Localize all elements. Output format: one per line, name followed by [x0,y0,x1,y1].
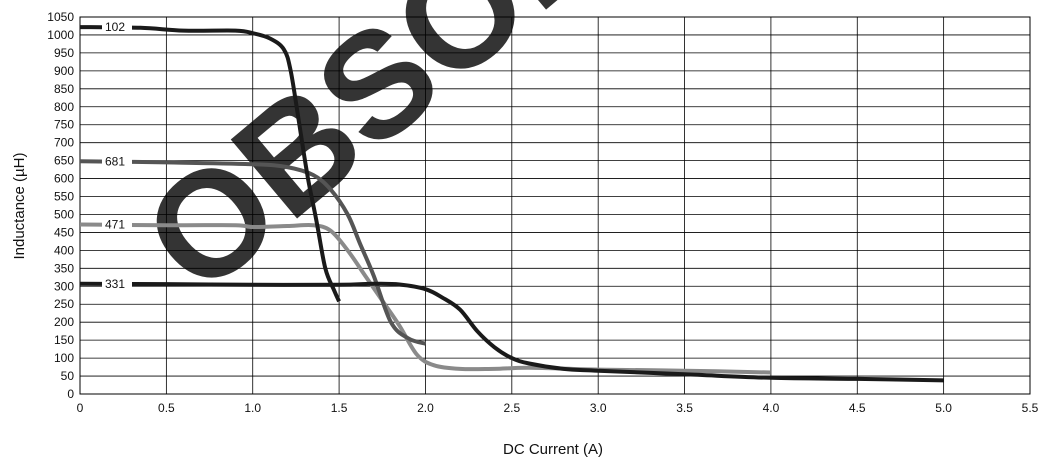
x-tick-label: 4.5 [849,401,866,415]
series-line-681 [79,159,427,346]
series-label-681: 681 [105,154,125,168]
series-label-box [102,20,132,35]
x-tick-label: 1.0 [244,401,261,415]
series-label-box [102,154,132,169]
series-label-box [102,276,132,291]
x-tick-label: 5.5 [1022,401,1039,415]
y-tick-label: 700 [54,136,74,150]
x-tick-label: 2.5 [503,401,520,415]
y-axis-title: Inductance (µH) [11,152,28,259]
series-line-331 [79,281,944,383]
chart-grid [79,16,1031,395]
y-tick-label: 0 [67,387,74,401]
x-tick-label: 4.0 [763,401,780,415]
y-tick-label: 250 [54,297,74,311]
series-label-box [102,217,132,232]
y-tick-label: 600 [54,172,74,186]
y-tick-label: 150 [54,333,74,347]
y-tick-label: 350 [54,261,74,275]
y-tick-label: 300 [54,279,74,293]
x-tick-label: 1.5 [331,401,348,415]
y-tick-label: 1050 [47,10,74,24]
y-tick-label: 950 [54,46,74,60]
series-line-102 [79,25,341,303]
y-tick-label: 750 [54,118,74,132]
x-tick-label: 3.0 [590,401,607,415]
series-labels: 102 681 471 331 [102,20,132,291]
tick-labels: 0 50 100 150 200 250 300 350 400 450 500 550 600 650 7… [47,10,1038,415]
y-tick-label: 800 [54,100,74,114]
x-tick-label: 3.5 [676,401,693,415]
x-tick-label: 0 [77,401,84,415]
y-tick-label: 50 [61,369,75,383]
x-tick-label: 2.0 [417,401,434,415]
x-axis-title: DC Current (A) [503,441,603,458]
series-label-471: 471 [105,218,125,232]
series-label-331: 331 [105,277,125,291]
y-tick-label: 900 [54,64,74,78]
x-tick-label: 5.0 [935,401,952,415]
y-tick-label: 850 [54,82,74,96]
y-tick-label: 450 [54,225,74,239]
y-tick-label: 1000 [47,28,74,42]
y-tick-label: 500 [54,207,74,221]
y-tick-label: 650 [54,154,74,168]
series-label-102: 102 [105,20,125,34]
y-tick-label: 200 [54,315,74,329]
x-tick-label: 0.5 [158,401,175,415]
y-tick-label: 100 [54,351,74,365]
series-lines [79,25,944,383]
y-tick-label: 550 [54,190,74,204]
y-tick-label: 400 [54,243,74,257]
